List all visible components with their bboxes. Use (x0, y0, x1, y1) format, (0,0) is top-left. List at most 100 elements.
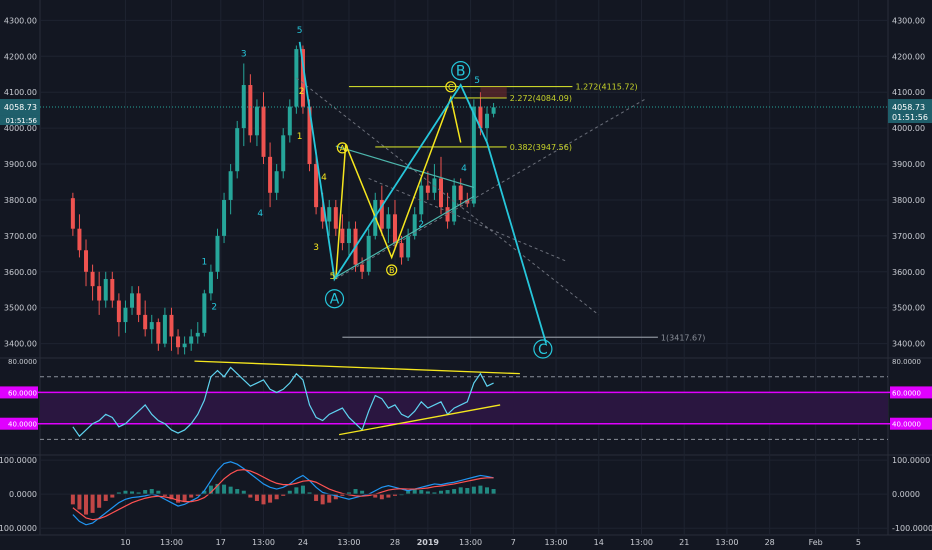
wave-label: 1 (201, 258, 207, 268)
wave-circle (533, 339, 553, 359)
macd-histogram-bar (353, 489, 358, 495)
price-tick-right: 3400.00 (892, 340, 925, 349)
macd-histogram-bar (438, 490, 443, 495)
x-tick-label: 13:00 (252, 538, 275, 547)
macd-histogram-bar (182, 494, 187, 501)
x-tick-label: 13:00 (459, 538, 482, 547)
macd-histogram-bar (314, 494, 319, 501)
price-tick-left: 4300.00 (4, 16, 37, 25)
candle-body (261, 106, 266, 157)
candle-body (254, 106, 259, 136)
macd-histogram-bar (189, 494, 194, 498)
candle-body (156, 322, 161, 344)
candle-body (103, 278, 108, 301)
macd-histogram-bar (346, 492, 351, 495)
candle-countdown-left: 01:51:56 (6, 117, 38, 125)
x-tick-label: Feb (809, 538, 823, 547)
wave-label: 4 (321, 173, 327, 183)
candle-body (320, 207, 325, 222)
candle-body (84, 250, 89, 272)
macd-histogram-bar (307, 492, 312, 495)
macd-histogram-bar (202, 490, 207, 495)
wave-circle (386, 264, 398, 276)
x-tick-label: 28 (765, 538, 775, 547)
wave-label: 4 (461, 164, 467, 174)
macd-histogram-bar (248, 494, 253, 498)
macd-histogram-bar (176, 494, 181, 503)
candle-body (182, 343, 187, 348)
price-tick-right: 3500.00 (892, 304, 925, 313)
price-tag-right (888, 99, 932, 124)
x-tick-label: 14 (594, 538, 604, 547)
price-tick-right: 4000.00 (892, 124, 925, 133)
macd-histogram-bar (491, 489, 496, 495)
macd-histogram-bar (485, 487, 490, 495)
price-tag-left (0, 99, 40, 116)
candle-body (327, 207, 332, 222)
macd-histogram-bar (97, 494, 102, 508)
rsi-support-line (338, 404, 501, 436)
macd-tick-right: 100.0000 (892, 456, 930, 465)
last-price-right: 4058.73 (892, 103, 925, 112)
macd-histogram-bar (235, 489, 240, 495)
macd-histogram-bar (425, 491, 430, 495)
candle-body (452, 185, 457, 222)
macd-histogram-bar (406, 490, 411, 495)
macd-histogram-bar (215, 483, 220, 495)
candle-body (149, 322, 154, 330)
macd-tick-right: 0.0000 (892, 490, 920, 499)
rsi-line (72, 366, 494, 438)
candle-body (90, 271, 95, 287)
macd-histogram-bar (452, 489, 457, 495)
macd-histogram-bar (156, 490, 161, 495)
x-tick-label: 7 (511, 538, 516, 547)
price-tick-right: 4100.00 (892, 88, 925, 97)
candle-body (425, 185, 430, 193)
wave-label: 3 (241, 49, 247, 59)
price-tick-right: 3600.00 (892, 268, 925, 277)
candle-body (169, 314, 174, 337)
candle-body (162, 314, 167, 344)
candle-body (340, 228, 345, 244)
rsi-band (40, 392, 888, 424)
rsi-tick-right: 40.0000 (892, 421, 921, 429)
target-zone (480, 86, 507, 98)
macd-histogram-bar (208, 485, 213, 495)
rsi-tick-left: 60.0000 (8, 389, 37, 397)
macd-histogram-bar (136, 492, 141, 495)
x-tick-label: 10 (120, 538, 130, 547)
macd-histogram-bar (222, 484, 227, 495)
macd-histogram-bar (261, 494, 266, 505)
candle-body (202, 293, 207, 333)
candle-body (77, 228, 82, 251)
candle-body (241, 85, 246, 129)
macd-histogram-bar (294, 487, 299, 495)
macd-histogram-bar (281, 494, 286, 496)
macd-histogram-bar (228, 486, 233, 495)
rsi-tick-right: 80.0000 (892, 358, 921, 366)
macd-histogram-bar (143, 490, 148, 495)
x-tick-label: 5 (856, 538, 861, 547)
last-price-left: 4058.73 (4, 103, 37, 112)
x-tick-label: 24 (298, 538, 308, 547)
macd-histogram-bar (116, 492, 121, 495)
wave-label: 4 (257, 209, 263, 219)
candle-body (386, 214, 391, 229)
candle-body (110, 278, 115, 301)
macd-histogram-bar (241, 490, 246, 495)
macd-histogram-bar (465, 488, 470, 495)
candle-body (406, 235, 411, 258)
candle-body (222, 199, 227, 236)
price-tick-left: 3700.00 (4, 232, 37, 241)
price-tick-left: 3900.00 (4, 160, 37, 169)
candle-body (268, 156, 273, 193)
macd-histogram-bar (392, 494, 397, 496)
macd-panel (40, 459, 888, 529)
trend-line-dashed (296, 77, 600, 316)
fib-label: 0.382(3947.56) (510, 143, 572, 152)
countdown-tag-left (0, 115, 40, 126)
macd-histogram-bar (300, 485, 305, 495)
